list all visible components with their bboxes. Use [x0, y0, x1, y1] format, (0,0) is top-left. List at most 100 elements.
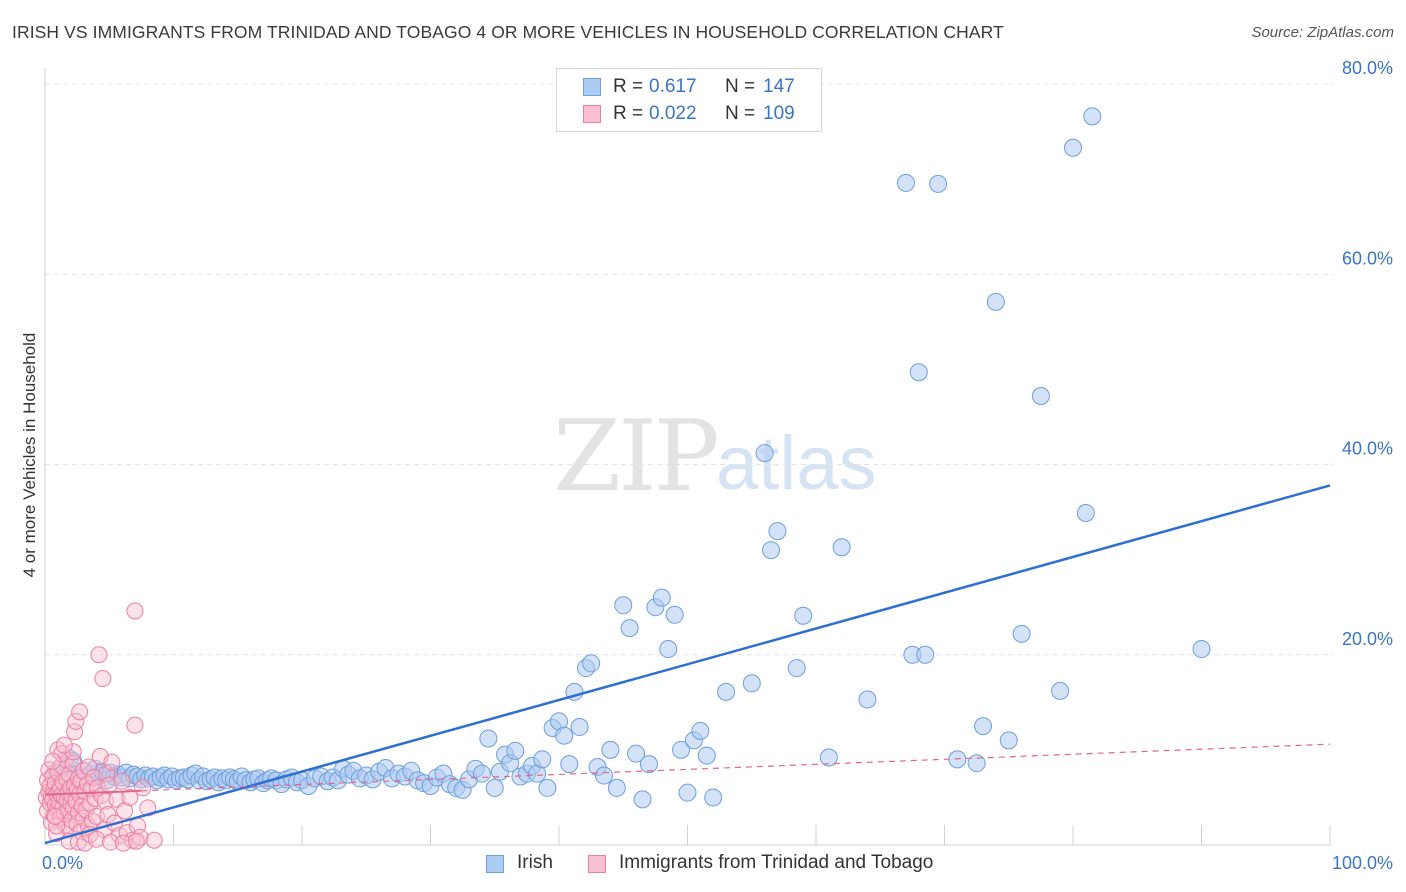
tt-point: [116, 802, 134, 820]
irish-point: [787, 659, 806, 678]
y-tick-label: 20.0%: [1342, 629, 1393, 649]
tt-swatch: [583, 105, 601, 123]
tt-point: [80, 758, 98, 776]
tt-point: [46, 807, 64, 825]
irish-point: [909, 363, 928, 382]
irish-point: [858, 690, 877, 709]
gridlines: [45, 83, 1334, 656]
tt-point: [90, 646, 108, 664]
irish-point: [620, 619, 639, 638]
irish-point: [1031, 387, 1050, 406]
irish-point: [1012, 624, 1031, 643]
stats-r-label: R =: [613, 103, 644, 124]
irish-point: [1192, 640, 1211, 659]
irish-point: [832, 538, 851, 557]
stats-r-value: 0.617: [649, 76, 697, 97]
irish-point: [601, 740, 620, 759]
tt-points: [37, 602, 163, 852]
tt-point: [100, 776, 118, 794]
tt-trend-line-dashed: [141, 743, 1331, 792]
irish-legend-swatch: [486, 855, 504, 873]
irish-point: [627, 744, 646, 763]
irish-point: [1083, 107, 1102, 126]
irish-point: [472, 764, 491, 783]
irish-point: [986, 292, 1005, 311]
tt-point: [85, 768, 103, 786]
irish-point: [762, 541, 781, 560]
stats-n-label: N =: [725, 103, 756, 124]
tt-point: [102, 833, 120, 851]
y-tick-label: 60.0%: [1342, 248, 1393, 268]
tt-legend-swatch: [588, 855, 606, 873]
tt-point: [94, 670, 112, 688]
irish-point: [929, 174, 948, 193]
tt-point: [87, 830, 105, 848]
y-axis-title: 4 or more Vehicles in Household: [20, 333, 39, 578]
tt-point: [127, 832, 145, 850]
irish-point: [652, 588, 671, 607]
irish-point: [672, 740, 691, 759]
y-tick-label: 40.0%: [1342, 439, 1393, 459]
irish-point: [538, 778, 557, 797]
irish-point: [678, 783, 697, 802]
irish-point: [533, 750, 552, 769]
irish-point: [607, 778, 626, 797]
irish-point: [974, 717, 993, 736]
tt-point: [67, 712, 85, 730]
tt-point: [121, 788, 139, 806]
irish-point: [691, 721, 710, 740]
irish-point: [1076, 504, 1095, 523]
irish-swatch: [583, 78, 601, 96]
stats-n-label: N =: [725, 76, 756, 97]
tt-point: [71, 703, 89, 721]
irish-point: [916, 645, 935, 664]
tt-point: [44, 752, 62, 770]
irish-point: [1051, 681, 1070, 700]
irish-points: [46, 107, 1211, 809]
stats-box: R = 0.617 N = 147 R = 0.022 N = 109: [556, 68, 822, 132]
tt-point: [99, 806, 117, 824]
tt-point: [55, 736, 73, 754]
irish-point: [665, 605, 684, 624]
chart-title: IRISH VS IMMIGRANTS FROM TRINIDAD AND TO…: [12, 22, 1004, 42]
irish-point: [555, 726, 574, 745]
watermark-atlas: atlas: [716, 421, 877, 506]
x-tick-label: 0.0%: [42, 853, 83, 873]
irish-point: [896, 173, 915, 192]
irish-point: [967, 754, 986, 773]
x-tick-label: 100.0%: [1332, 853, 1393, 873]
tt-trend-line-solid: [44, 789, 142, 796]
tt-point: [145, 831, 163, 849]
stats-r-label: R =: [613, 76, 644, 97]
irish-point: [794, 606, 813, 625]
irish-point: [697, 746, 716, 765]
irish-point: [485, 778, 504, 797]
irish-point: [582, 654, 601, 673]
irish-point: [704, 788, 723, 807]
tt-point: [139, 799, 157, 817]
irish-point: [742, 674, 761, 693]
irish-point: [1064, 138, 1082, 157]
irish-point: [717, 682, 736, 701]
tt-point: [126, 716, 144, 734]
tt-point: [103, 753, 121, 771]
source-credit: Source: ZipAtlas.com: [1251, 24, 1394, 41]
irish-point: [614, 596, 633, 615]
irish-point: [999, 731, 1018, 750]
stats-n-value: 147: [763, 76, 795, 97]
y-tick-label: 80.0%: [1342, 58, 1393, 78]
tt-point: [113, 772, 131, 790]
irish-point: [560, 755, 579, 774]
tt-point: [134, 779, 152, 797]
watermark-zip: ZIP: [553, 400, 720, 514]
axes: [44, 68, 1331, 846]
legend-label: Immigrants from Trinidad and Tobago: [619, 852, 934, 873]
irish-point: [755, 444, 774, 463]
irish-point: [819, 748, 838, 767]
irish-point: [633, 790, 652, 809]
tt-point: [64, 743, 82, 761]
irish-point: [659, 640, 678, 659]
tt-point: [114, 834, 132, 852]
stats-n-value: 109: [763, 103, 795, 124]
